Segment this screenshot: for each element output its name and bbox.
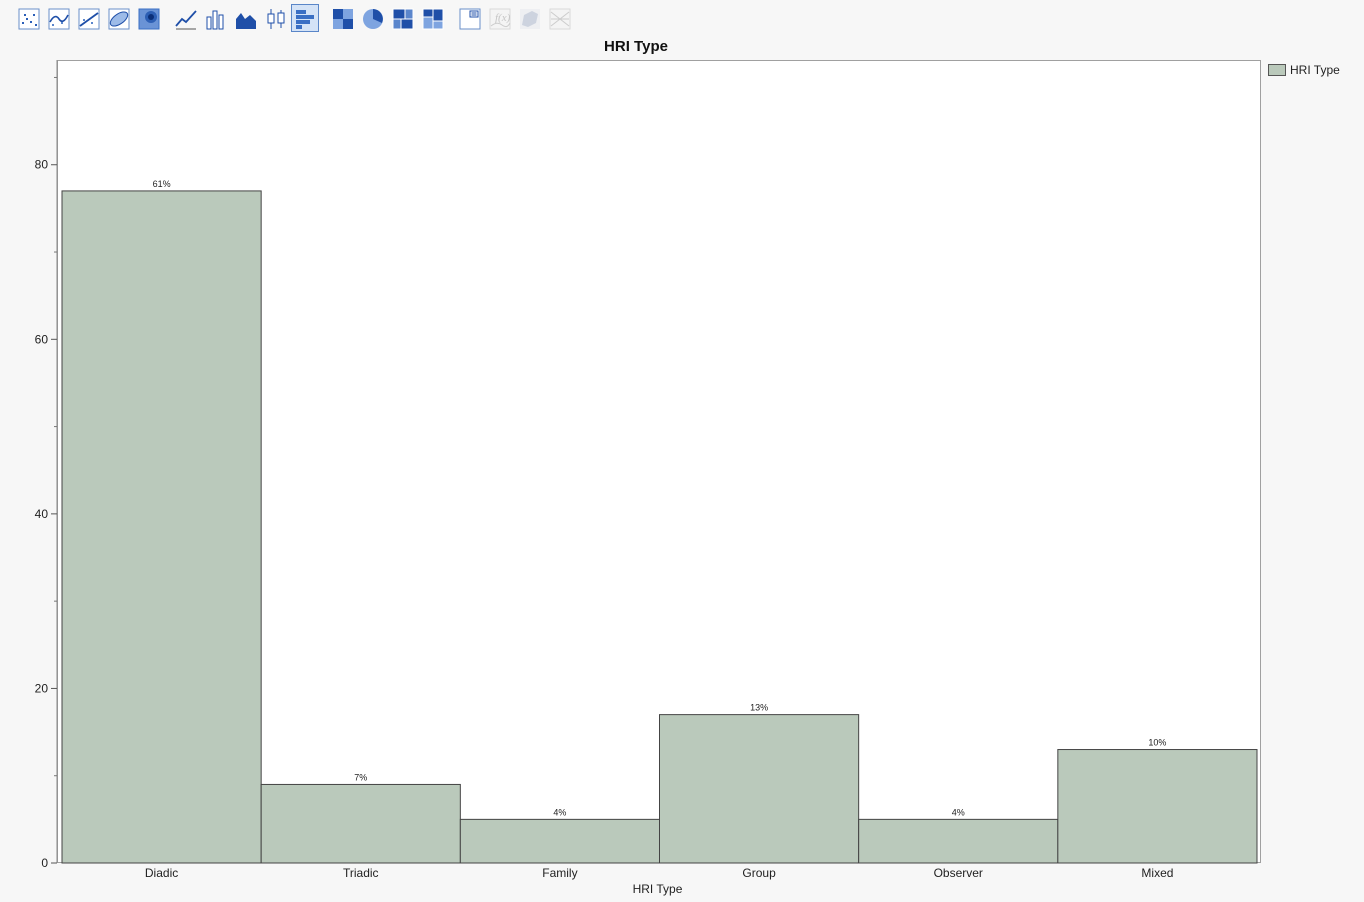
bar [1057,749,1258,864]
heatmap-icon [333,9,353,29]
x-axis-title: HRI Type [633,882,683,896]
x-tick-label: Group [742,866,776,880]
contour-icon [138,8,160,30]
y-tick-label: 0 [41,856,48,870]
box-plot-icon [267,9,285,29]
bar [260,783,461,864]
caption-box-button[interactable] [455,4,483,32]
bar [459,818,661,864]
histogram-button[interactable] [291,4,319,32]
formula-icon: f(x) [489,8,511,30]
box-plot-button[interactable] [261,4,289,32]
bar [61,190,262,864]
bar-data-label: 4% [952,807,965,817]
bar-icon [206,10,224,30]
x-tick-label: Family [542,866,577,880]
y-tick-label: 60 [35,332,49,346]
y-tick-label: 20 [35,681,49,695]
svg-text:f(x): f(x) [495,12,511,24]
line-of-fit-button[interactable] [74,4,102,32]
line-button[interactable] [171,4,199,32]
legend-label: HRI Type [1290,63,1340,77]
treemap-button[interactable] [388,4,416,32]
line-of-fit-icon [78,8,100,30]
bar-data-label: 61% [153,179,171,189]
x-tick-label: Observer [934,866,983,880]
heatmap-button[interactable] [328,4,356,32]
smoother-button[interactable] [44,4,72,32]
y-tick-label: 40 [35,507,49,521]
map-shapes-icon [520,9,540,29]
smoother-icon [48,8,70,30]
line-icon [175,10,197,30]
points-icon [18,8,40,30]
chart-title: HRI Type [604,38,668,55]
bar-data-label: 10% [1148,738,1166,748]
legend[interactable]: HRI Type [1268,63,1340,77]
pie-icon [363,9,383,29]
parallel-button [545,4,573,32]
x-tick-label: Triadic [343,866,379,880]
points-button[interactable] [14,4,42,32]
mosaic-icon [422,8,444,30]
pie-button[interactable] [358,4,386,32]
x-tick-label: Diadic [145,866,178,880]
area-icon [236,13,256,29]
legend-swatch [1268,64,1286,76]
parallel-icon [549,8,571,30]
x-tick-label: Mixed [1141,866,1173,880]
treemap-icon [392,8,414,30]
bar-button[interactable] [201,4,229,32]
bar-data-label: 7% [354,772,367,782]
map-shapes-button [515,4,543,32]
histogram-icon [296,10,314,29]
bar [659,714,860,864]
mosaic-button[interactable] [418,4,446,32]
bar-data-label: 4% [553,807,566,817]
ellipse-icon [108,8,130,30]
contour-button[interactable] [134,4,162,32]
ellipse-button[interactable] [104,4,132,32]
caption-box-icon [459,8,481,30]
formula-button: f(x) [485,4,513,32]
bar-data-label: 13% [750,703,768,713]
bar [858,818,1059,864]
y-tick-label: 80 [35,158,49,172]
area-button[interactable] [231,4,259,32]
